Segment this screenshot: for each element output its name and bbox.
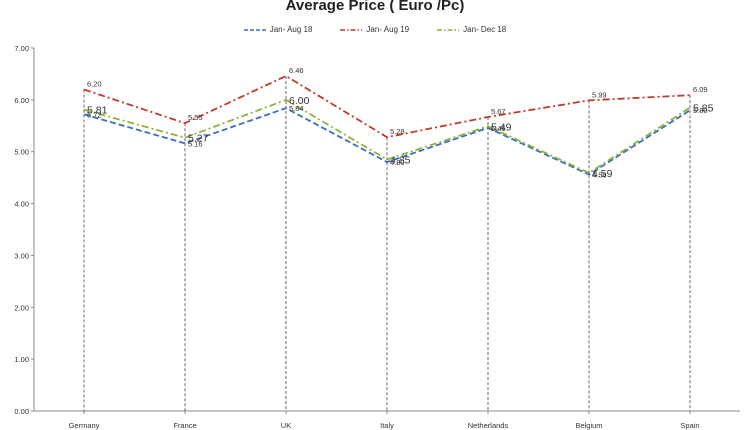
legend-label: Jan- Aug 18 <box>269 25 313 34</box>
data-label: 6.09 <box>693 85 708 94</box>
legend-item: Jan- Aug 19 <box>340 25 409 34</box>
x-tick-label: Netherlands <box>468 421 509 430</box>
data-label: 5.49 <box>491 121 512 133</box>
x-tick-label: Germany <box>69 421 100 430</box>
legend-swatch <box>340 28 363 31</box>
legend-item: Jan- Aug 18 <box>243 25 313 34</box>
legend-item: Jan- Dec 18 <box>437 25 506 34</box>
data-label: 6.20 <box>87 79 102 88</box>
data-label: 5.28 <box>390 127 405 136</box>
y-tick-label: 0.00 <box>14 407 29 416</box>
legend-label: Jan- Aug 19 <box>366 25 410 34</box>
data-label: 5.46 <box>491 124 506 133</box>
series-line-0 <box>83 107 691 176</box>
data-label: 5.99 <box>592 90 607 99</box>
y-tick-label: 7.00 <box>14 44 29 53</box>
data-label: 5.80 <box>693 106 708 115</box>
legend-label: Jan- Dec 18 <box>463 25 507 34</box>
y-tick-label: 2.00 <box>14 303 29 312</box>
data-label: 5.27 <box>188 133 209 145</box>
x-tick-label: UK <box>281 421 291 430</box>
legend: Jan- Aug 18 Jan- Aug 19 Jan- Dec 18 <box>0 25 750 35</box>
y-tick-label: 5.00 <box>14 148 29 157</box>
y-tick-label: 4.00 <box>14 200 29 209</box>
data-label: 5.81 <box>87 105 108 117</box>
chart-title: Average Price ( Euro /Pc) <box>285 0 465 14</box>
y-tick-label: 6.00 <box>14 96 29 105</box>
x-tick-label: Belgium <box>575 421 602 430</box>
data-label: 5.67 <box>491 107 506 116</box>
data-label: 6.46 <box>289 66 304 75</box>
legend-swatch <box>437 28 460 31</box>
data-label: 4.56 <box>592 171 607 180</box>
series-line-1 <box>83 74 691 139</box>
legend-swatch <box>243 28 266 31</box>
y-tick-label: 3.00 <box>14 251 29 260</box>
data-label: 4.80 <box>390 158 405 167</box>
x-tick-label: France <box>173 421 196 430</box>
data-label: 5.85 <box>693 103 714 115</box>
x-tick-label: Spain <box>680 421 699 430</box>
x-tick-label: Italy <box>380 421 394 430</box>
data-label: 6.00 <box>289 95 310 107</box>
y-tick-label: 1.00 <box>14 355 29 364</box>
data-label: 4.85 <box>390 154 411 166</box>
data-label: 5.84 <box>289 104 304 113</box>
data-label: 5.16 <box>188 139 203 148</box>
data-label: 5.55 <box>188 113 203 122</box>
data-label: 4.59 <box>592 168 613 180</box>
data-label: 5.72 <box>87 110 102 119</box>
